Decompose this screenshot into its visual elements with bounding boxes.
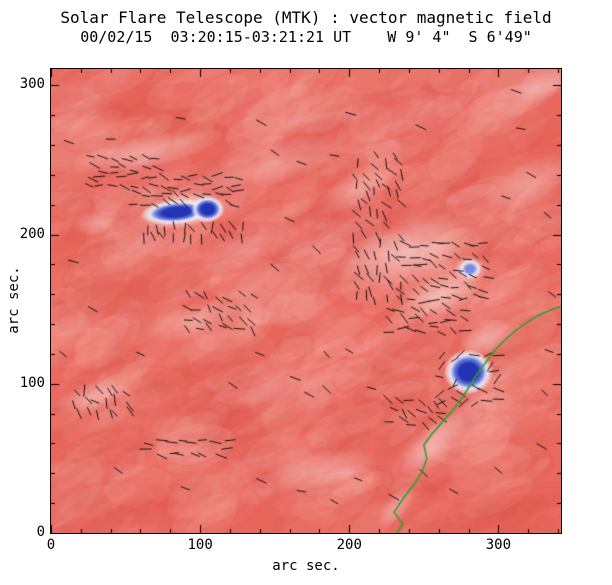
figure-title: Solar Flare Telescope (MTK) : vector mag… bbox=[60, 8, 552, 27]
y-tick-label: 0 bbox=[36, 524, 45, 540]
plot-area bbox=[50, 68, 562, 534]
x-tick-label: 0 bbox=[46, 537, 56, 553]
x-tick-label: 300 bbox=[485, 537, 512, 553]
y-tick-label: 300 bbox=[19, 76, 45, 93]
magnetogram-canvas bbox=[51, 69, 561, 533]
y-tick-label: 100 bbox=[19, 374, 45, 391]
x-axis-label: arc sec. bbox=[272, 558, 340, 574]
figure-subtitle: 00/02/15 03:20:15-03:21:21 UT W 9' 4" S … bbox=[80, 28, 532, 46]
y-axis-label: arc sec. bbox=[6, 266, 22, 334]
x-tick-label: 100 bbox=[187, 537, 213, 553]
x-tick-label: 200 bbox=[336, 537, 362, 553]
y-tick-label: 200 bbox=[19, 225, 45, 242]
